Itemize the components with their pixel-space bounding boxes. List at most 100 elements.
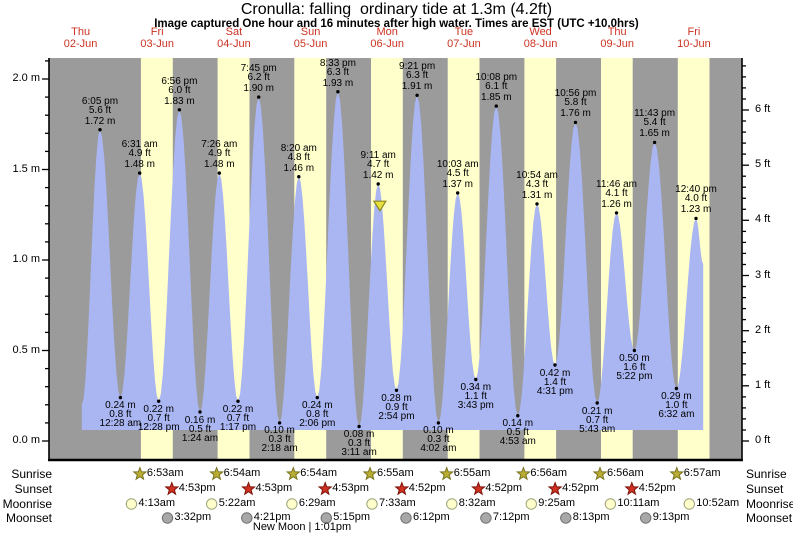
row-label-moonrise-right: Moonrise — [746, 497, 793, 511]
tide-data-dot — [315, 395, 319, 400]
day-label: Sat 04-Jun — [217, 26, 251, 50]
sunset-icon — [624, 481, 640, 496]
row-label-sunrise-left: Sunrise — [11, 467, 52, 481]
tide-data-dot — [177, 108, 182, 112]
moonrise-time: 5:22am — [218, 497, 256, 509]
sunset-icon — [317, 481, 333, 496]
moonrise-icon — [206, 498, 218, 510]
tide-data-dot — [198, 410, 202, 414]
high-tide-label: 11:46 am 4.1 ft 1.26 m — [596, 178, 637, 210]
moonset-time: 9:13pm — [652, 511, 690, 523]
tide-data-dot — [674, 386, 679, 391]
high-tide-label: 11:43 pm 5.4 ft 1.65 m — [634, 108, 676, 140]
sunset-time: 4:52pm — [485, 482, 523, 494]
moonset-time: 5:15pm — [333, 511, 370, 523]
row-label-moonrise-left: Moonrise — [2, 497, 52, 511]
sunrise-time: 6:56am — [607, 467, 644, 479]
tide-data-dot — [336, 90, 340, 94]
tide-data-dot — [553, 363, 557, 367]
low-tide-label: 0.29 m 1.0 ft 6:32 am — [658, 391, 695, 420]
sunrise-icon — [362, 466, 378, 481]
low-tide-label: 0.22 m 0.7 ft 12:28 pm — [137, 403, 180, 433]
sunrise-time: 6:54am — [223, 467, 261, 479]
tide-data-dot — [652, 140, 657, 145]
low-tide-label: 0.16 m 0.5 ft 1:24 am — [181, 414, 219, 444]
tide-data-dot — [394, 388, 399, 392]
tide-data-dot — [217, 171, 221, 175]
sunrise-icon — [669, 466, 685, 481]
moon-phase-label: New Moon | 1:01pm — [252, 521, 352, 533]
row-label-sunrise-right: Sunrise — [746, 467, 787, 481]
sunrise-icon — [285, 466, 301, 481]
low-tide-label: 0.50 m 1.6 ft 5:22 pm — [616, 353, 653, 382]
tide-data-dot — [436, 421, 441, 425]
sunset-time: 4:53pm — [332, 482, 369, 494]
moonrise-icon — [446, 498, 458, 510]
tide-data-dot — [277, 421, 282, 425]
low-tide-label: 0.22 m 0.7 ft 1:17 pm — [219, 403, 257, 433]
moonset-time: 8:13pm — [572, 511, 610, 523]
row-label-sunset-right: Sunset — [746, 482, 784, 496]
moonset-icon — [560, 512, 572, 524]
moonrise-icon — [366, 498, 378, 510]
y-axis-label-ft: 1 ft — [755, 378, 771, 391]
sunrise-icon — [439, 466, 455, 481]
sunrise-icon — [132, 466, 148, 481]
tide-data-dot — [595, 401, 599, 405]
day-label: Wed 08-Jun — [523, 26, 558, 50]
sunset-icon — [471, 481, 486, 496]
moonrise-time: 8:32am — [458, 497, 496, 509]
sunset-time: 4:52pm — [638, 482, 676, 494]
sunrise-time: 6:56am — [530, 467, 568, 479]
tide-data-dot — [474, 377, 478, 382]
day-label: Mon 06-Jun — [370, 26, 405, 50]
tide-data-dot — [494, 104, 498, 108]
low-tide-label: 0.24 m 0.8 ft 2:06 pm — [299, 400, 336, 430]
moonset-icon — [400, 512, 412, 524]
tide-data-dot — [257, 95, 261, 99]
high-tide-label: 12:40 pm 4.0 ft 1.23 m — [675, 184, 717, 216]
moonset-time: 4:21pm — [253, 511, 291, 523]
tide-data-dot — [456, 191, 460, 195]
day-label: Fri 03-Jun — [140, 26, 175, 50]
sunset-time: 4:52pm — [408, 482, 446, 494]
moonrise-icon — [125, 498, 138, 510]
y-axis-label-ft: 4 ft — [755, 213, 771, 226]
y-axis-label-ft: 6 ft — [755, 103, 771, 115]
y-axis-label-m: 0.5 m — [12, 343, 40, 356]
high-tide-label: 8:33 pm 6.3 ft 1.93 m — [319, 57, 356, 89]
sunrise-time: 6:55am — [453, 467, 491, 479]
day-label: Sun 05-Jun — [293, 26, 328, 50]
y-axis-label-m: 0.0 m — [12, 434, 40, 446]
sunset-icon — [394, 481, 410, 496]
moonrise-time: 7:33am — [379, 497, 416, 509]
low-tide-label: 0.28 m 0.9 ft 2:54 pm — [378, 392, 415, 422]
chart-subtitle: Image captured One hour and 16 minutes a… — [154, 18, 639, 30]
tide-data-dot — [614, 211, 619, 215]
moonset-icon — [480, 512, 492, 524]
moonset-icon — [161, 512, 174, 524]
sunset-time: 4:53pm — [178, 482, 216, 494]
sunrise-icon — [515, 466, 531, 481]
sunrise-time: 6:54am — [300, 467, 337, 479]
tide-data-dot — [415, 93, 419, 98]
moonrise-time: 6:29am — [298, 497, 336, 509]
low-tide-label: 0.10 m 0.3 ft 4:02 am — [420, 425, 457, 455]
moonrise-icon — [604, 498, 617, 510]
moonrise-icon — [525, 498, 537, 510]
high-tide-label: 10:08 pm 6.1 ft 1.85 m — [475, 72, 518, 104]
low-tide-label: 0.21 m 0.7 ft 5:43 am — [579, 405, 616, 435]
sunrise-time: 6:55am — [377, 467, 414, 479]
moonset-time: 3:32pm — [174, 511, 212, 523]
moonrise-time: 9:25am — [538, 497, 575, 509]
sunrise-time: 6:57am — [683, 467, 721, 479]
tide-data-dot — [236, 399, 240, 403]
low-tide-label: 0.08 m 0.3 ft 3:11 am — [341, 429, 377, 458]
y-axis-label-ft: 3 ft — [755, 268, 771, 281]
high-tide-label: 6:56 pm 6.0 ft 1.83 m — [161, 75, 198, 107]
tide-data-dot — [297, 175, 301, 179]
y-axis-label-m: 1.0 m — [12, 253, 40, 265]
